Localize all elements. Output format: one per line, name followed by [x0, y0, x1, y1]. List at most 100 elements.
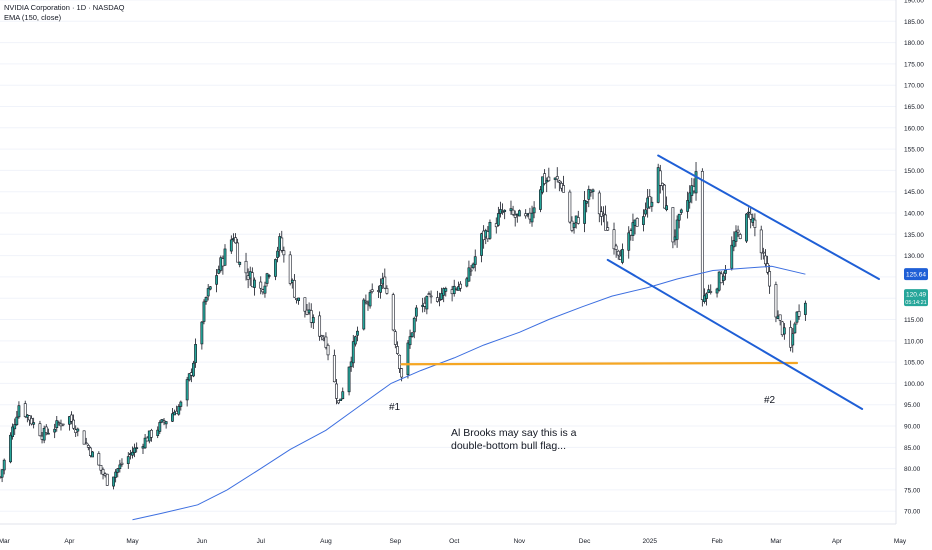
candle-body [292, 280, 296, 298]
candle-body [469, 269, 473, 272]
candle-body [118, 464, 122, 470]
candle-body [709, 291, 713, 293]
candle-body [658, 170, 662, 186]
candle-body [13, 424, 17, 430]
indicator-title[interactable]: EMA (150, close) [4, 13, 62, 22]
candle-body [236, 242, 240, 263]
candle-body [650, 201, 654, 207]
candle-body [238, 261, 242, 265]
price-tick-label: 115.00 [904, 317, 924, 324]
candle-body [97, 453, 101, 466]
candle-body [46, 432, 50, 435]
candle-body [194, 344, 197, 363]
bottom-label-2: #2 [764, 395, 776, 406]
candle-body [0, 469, 4, 478]
candle-body [715, 288, 719, 294]
price-tick-label: 70.00 [904, 509, 921, 516]
candle-body [644, 209, 647, 215]
candle-body [28, 415, 31, 421]
candle-body [576, 217, 580, 224]
candle-body [53, 428, 57, 433]
candle-body [665, 205, 668, 211]
candle-body [364, 300, 368, 303]
candle-body [568, 191, 572, 223]
candle-body [444, 288, 448, 292]
annotation-note-line-2: double-bottom bull flag... [451, 440, 566, 452]
candle-body [72, 419, 75, 429]
candle-body [724, 269, 727, 274]
candle-body [465, 278, 469, 287]
time-tick-label: Nov [514, 538, 526, 545]
candle-body [585, 201, 589, 204]
candle-body [530, 212, 534, 223]
candle-body [309, 310, 313, 323]
candle-body [57, 422, 61, 424]
candle-body [753, 219, 757, 228]
candle-body [412, 317, 416, 333]
candle-body [143, 437, 147, 449]
candle-body [351, 341, 355, 364]
candle-body [396, 346, 399, 354]
candle-body [30, 418, 33, 425]
price-tick-label: 95.00 [904, 402, 921, 409]
candle-body [250, 272, 254, 288]
candle-body [503, 209, 507, 212]
candle-body [694, 171, 698, 194]
candle-body [288, 254, 292, 284]
candle-body [511, 209, 515, 215]
candle-body [675, 219, 679, 240]
candle-body [749, 213, 753, 220]
candle-body [509, 208, 513, 212]
time-tick-label: Mar [0, 538, 11, 545]
candle-body [112, 476, 115, 487]
time-tick-label: Jun [197, 538, 208, 545]
candle-body [736, 229, 740, 233]
time-tick-label: 2025 [643, 538, 658, 545]
candle-body [17, 405, 21, 418]
candle-body [591, 189, 595, 193]
candle-body [797, 311, 801, 317]
candle-body [185, 379, 189, 401]
candle-body [583, 200, 586, 224]
candle-body [572, 223, 576, 228]
candle-body [438, 299, 441, 301]
symbol-title[interactable]: NVIDIA Corporation · 1D · NASDAQ [4, 3, 125, 12]
candle-body [700, 171, 704, 300]
candle-body [612, 229, 616, 250]
annotation-note: Al Brooks may say this is a double-botto… [451, 427, 576, 453]
price-tick-label: 190.00 [904, 0, 924, 5]
candle-body [496, 213, 500, 226]
time-tick-label: Jul [257, 538, 266, 545]
candle-body [501, 211, 504, 213]
candle-body [539, 189, 542, 210]
time-tick-label: Mar [770, 538, 782, 545]
candle-body [101, 469, 105, 475]
candle-body [782, 327, 786, 335]
price-tick-label: 180.00 [904, 40, 924, 47]
candle-body [408, 336, 412, 346]
candle-body [297, 297, 300, 302]
candle-body [339, 398, 343, 401]
price-tick-label: 90.00 [904, 424, 921, 431]
candle-body [349, 361, 353, 368]
time-tick-label: May [126, 538, 139, 545]
candle-body [370, 289, 374, 292]
time-tick-label: Apr [832, 538, 843, 545]
price-axis[interactable]: 70.00 75.00 80.00 85.00 90.00 95.00 100.00 105.… [895, 0, 928, 524]
candle-body [318, 315, 322, 337]
candle-body [648, 196, 652, 208]
candle-body [86, 445, 90, 448]
candle-body [280, 237, 284, 251]
candle-body [326, 344, 330, 356]
candle-body [391, 294, 395, 331]
time-axis[interactable]: Mar Apr May Jun Jul Aug Sep Oct Nov Dec 2025 Feb Mar… [0, 523, 907, 545]
time-tick-label: Feb [711, 538, 723, 545]
candle-body [265, 273, 269, 284]
candle-body [642, 216, 645, 225]
price-tick-label: 160.00 [904, 125, 924, 132]
candle-body [677, 213, 681, 221]
candle-body [732, 240, 736, 248]
candle-body [267, 275, 271, 277]
candle-body [2, 459, 6, 471]
